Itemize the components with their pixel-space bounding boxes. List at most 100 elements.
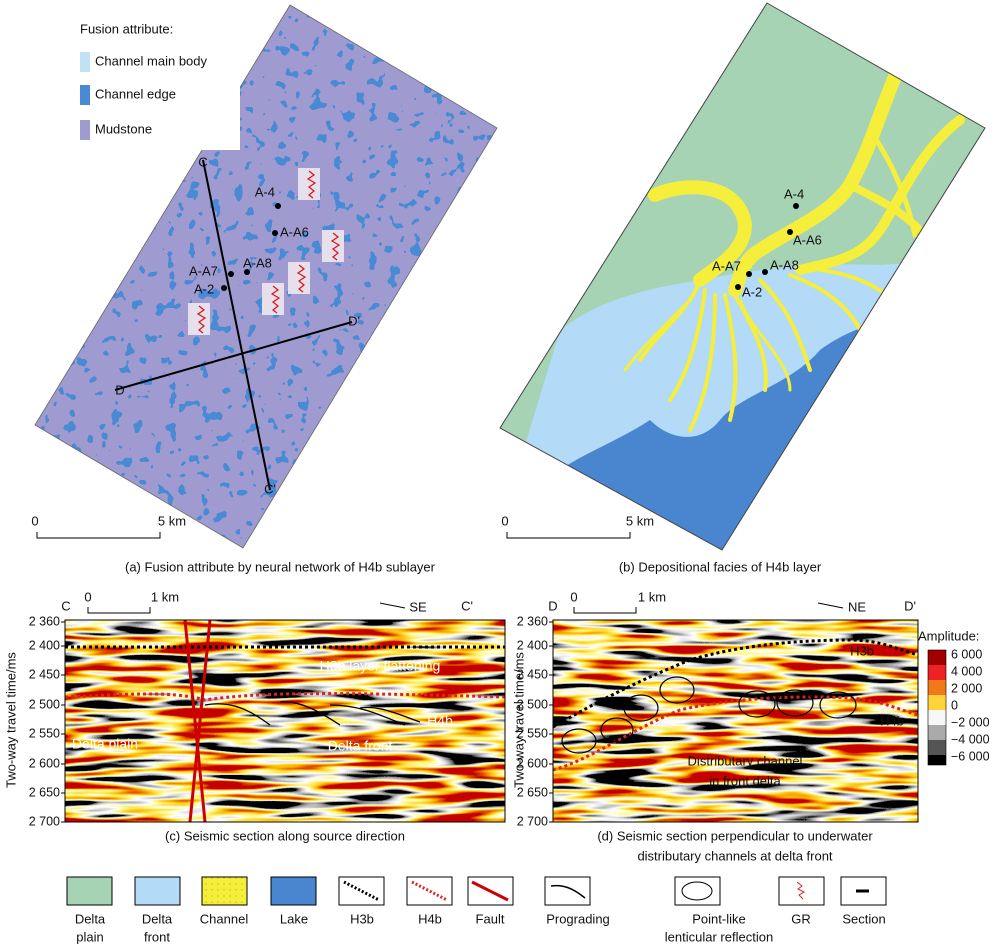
legend-label: Point-like xyxy=(692,911,745,926)
scale-label: 5 km xyxy=(158,513,186,528)
section-end: C' xyxy=(461,598,473,613)
legend-swatch xyxy=(80,85,90,105)
legend-label: Prograding xyxy=(546,911,610,926)
legend-label: Channel edge xyxy=(95,86,176,101)
axis-title: Two-way travel time/ms xyxy=(3,652,18,788)
caption: (c) Seismic section along source directi… xyxy=(165,828,405,843)
seismic-section xyxy=(553,620,918,822)
section-end: C xyxy=(61,598,70,613)
caption: distributary channels at delta front xyxy=(637,848,832,863)
y-tick-label: 2 360 xyxy=(517,614,548,628)
legend-label: lenticular reflection xyxy=(665,929,773,944)
well-label: A-A8 xyxy=(243,255,272,270)
map-frame xyxy=(499,2,986,551)
gr-box xyxy=(288,262,310,294)
well-label: A-4 xyxy=(255,184,275,199)
scale-bar xyxy=(506,532,631,539)
annotation: Distributary channel xyxy=(688,753,803,768)
scale-bar xyxy=(36,532,161,539)
y-tick-label: 2 650 xyxy=(29,785,60,799)
seismic-frame xyxy=(552,619,919,823)
annotation: H4b xyxy=(427,713,453,729)
scale-label: 0 xyxy=(84,589,91,604)
section-line xyxy=(202,159,271,491)
colorbar-label: 6 000 xyxy=(951,647,982,661)
gr-box xyxy=(188,303,210,335)
colorbar-label: 2 000 xyxy=(951,681,982,695)
well xyxy=(272,230,278,236)
direction: NE xyxy=(848,599,866,614)
section-label: C xyxy=(198,154,207,169)
gr-curve xyxy=(296,264,307,293)
scale-bar xyxy=(87,607,151,614)
seismic-frame xyxy=(64,619,506,823)
gr-box xyxy=(322,230,344,262)
y-tick-label: 2 700 xyxy=(29,814,60,828)
annotation: H3b xyxy=(850,643,874,658)
well-label: A-4 xyxy=(784,186,804,201)
facies-map xyxy=(500,3,985,550)
gr-curve xyxy=(196,305,207,334)
y-tick-label: 2 450 xyxy=(29,667,60,681)
legend-label: Delta xyxy=(142,911,173,926)
annotation: H3b layer flattening xyxy=(320,658,441,674)
caption: (a) Fusion attribute by neural network o… xyxy=(125,559,436,574)
colorbar-title: Amplitude: xyxy=(918,628,979,643)
colorbar-label: −4 000 xyxy=(951,732,990,746)
colorbar-label: 0 xyxy=(951,698,958,712)
legend-label: Lake xyxy=(280,911,308,926)
section-label: D' xyxy=(348,313,360,328)
well-label: A-A6 xyxy=(280,224,309,239)
legend-label: Delta xyxy=(75,911,106,926)
y-tick-label: 2 650 xyxy=(517,785,548,799)
annotation: Delta plain xyxy=(72,736,138,752)
annotation: in front delta xyxy=(709,773,781,788)
axis-title: Two-way travel time/ms xyxy=(511,652,526,788)
well-label: A-2 xyxy=(194,281,214,296)
y-tick-label: 2 400 xyxy=(517,638,548,652)
y-tick-label: 2 550 xyxy=(517,726,548,740)
legend-label: Channel main body xyxy=(95,53,208,68)
colorbar xyxy=(927,649,947,766)
colorbar-label: −6 000 xyxy=(951,749,990,763)
legend-label: Section xyxy=(842,911,885,926)
well xyxy=(787,229,793,235)
legend-label: Fault xyxy=(476,911,505,926)
gr-box xyxy=(298,168,320,200)
section-label: C' xyxy=(264,481,276,496)
legend-swatch xyxy=(80,120,90,140)
direction: SE xyxy=(409,599,427,614)
well xyxy=(221,285,227,291)
well-label: A-2 xyxy=(742,284,762,299)
direction-arrow xyxy=(379,602,406,609)
section-end: D xyxy=(548,598,557,613)
well-label: A-A6 xyxy=(793,232,822,247)
legend-label: front xyxy=(144,929,170,944)
legend-label: Mudstone xyxy=(95,121,152,136)
y-tick-label: 2 400 xyxy=(29,638,60,652)
y-tick-label: 2 600 xyxy=(517,756,548,770)
section-end: D' xyxy=(904,598,916,613)
seismic-section xyxy=(65,620,505,822)
legend-label: H3b xyxy=(350,911,374,926)
legend-label: Channel xyxy=(200,911,249,926)
well xyxy=(746,271,752,277)
y-tick-label: 2 600 xyxy=(29,756,60,770)
y-tick-label: 2 360 xyxy=(29,614,60,628)
colorbar-label: 4 000 xyxy=(951,664,982,678)
scale-label: 1 km xyxy=(151,589,179,604)
y-tick-label: 2 550 xyxy=(29,726,60,740)
gr-curve xyxy=(270,285,281,314)
well xyxy=(735,284,741,290)
caption: (b) Depositional facies of H4b layer xyxy=(619,559,822,574)
legend-label: GR xyxy=(791,911,811,926)
scale-bar xyxy=(573,607,637,614)
gr-box xyxy=(262,283,284,315)
well xyxy=(228,271,234,277)
well xyxy=(793,203,799,209)
caption: (d) Seismic section perpendicular to und… xyxy=(597,828,873,843)
y-tick-label: 2 500 xyxy=(517,697,548,711)
annotation: H4b xyxy=(880,713,904,728)
colorbar-label: −2 000 xyxy=(951,715,990,729)
